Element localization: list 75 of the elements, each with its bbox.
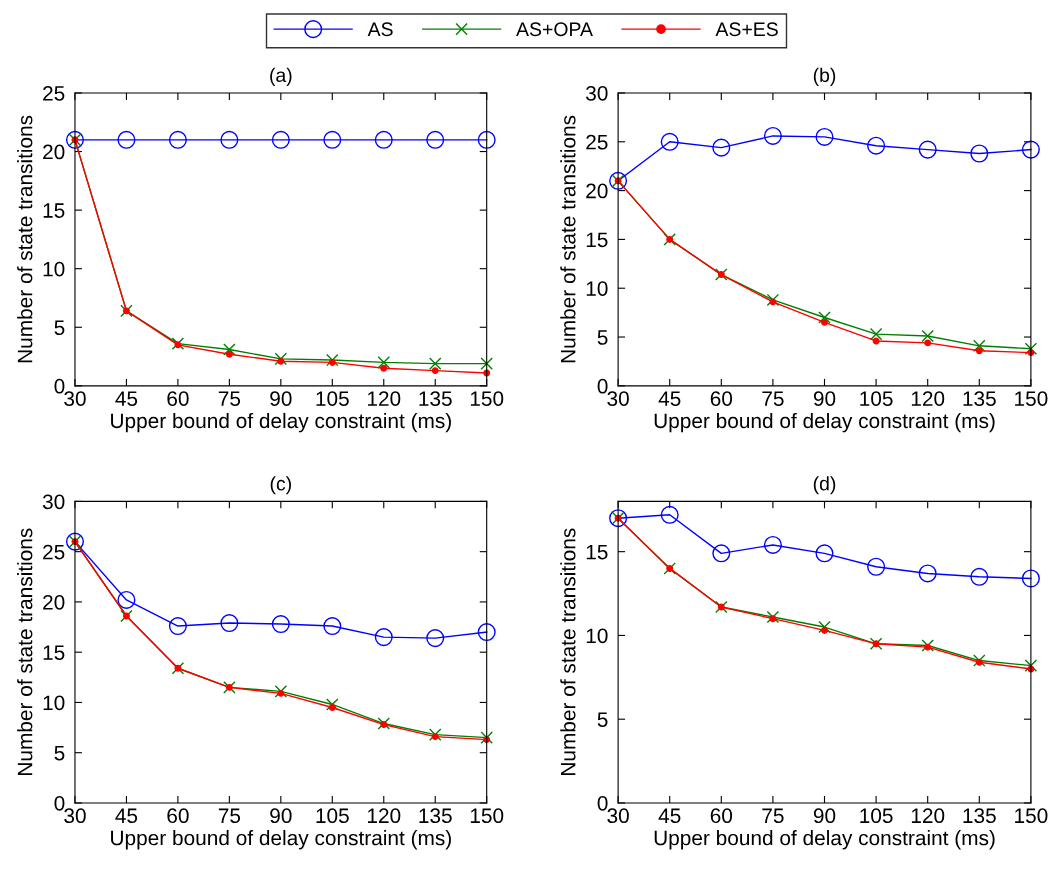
- y-tick-label: 5: [54, 745, 65, 761]
- y-axis-title: Number of state transitions: [560, 528, 576, 775]
- x-tick-label: 30: [64, 391, 86, 406]
- chart-title: (a): [270, 67, 292, 86]
- y-tick-label: 25: [43, 544, 65, 560]
- x-tick-label: 135: [419, 391, 452, 406]
- y-tick-label: 30: [42, 494, 65, 510]
- y-tick-label: 15: [43, 203, 65, 218]
- legend-label: AS+ES: [715, 22, 778, 37]
- y-tick-label: 25: [43, 85, 65, 101]
- x-tick-label: 90: [270, 391, 292, 406]
- y-tick-label: 20: [43, 144, 65, 160]
- x-axis-title: Upper bound of delay constraint (ms): [111, 412, 451, 433]
- x-tick-label: 75: [762, 808, 784, 824]
- y-tick-label: 15: [43, 645, 65, 660]
- x-tick-label: 105: [316, 391, 349, 406]
- chart-title: (b): [813, 67, 836, 86]
- x-tick-label: 120: [911, 391, 945, 406]
- x-tick-label: 105: [316, 808, 349, 824]
- x-tick-label: 120: [367, 808, 401, 824]
- y-tick-label: 10: [43, 261, 65, 277]
- x-tick-label: 135: [963, 808, 996, 824]
- x-tick-label: 30: [64, 808, 86, 824]
- x-tick-label: 60: [710, 808, 733, 824]
- x-tick-label: 120: [911, 808, 945, 824]
- y-tick-label: 10: [586, 281, 608, 296]
- x-tick-label: 75: [762, 391, 784, 406]
- y-tick-label: 30: [586, 85, 608, 101]
- x-tick-label: 30: [607, 391, 629, 406]
- legend-label: AS: [367, 22, 393, 37]
- chart-title: (c): [270, 476, 291, 495]
- chart-title: (d): [813, 476, 836, 495]
- x-tick-label: 60: [167, 808, 189, 824]
- x-tick-label: 105: [860, 808, 893, 824]
- y-tick-label: 5: [597, 712, 608, 727]
- x-tick-label: 30: [607, 808, 629, 824]
- x-axis-title: Upper bound of delay constraint (ms): [654, 412, 995, 433]
- y-tick-label: 10: [586, 628, 608, 644]
- x-tick-label: 75: [218, 808, 241, 824]
- y-axis-title: Number of state transitions: [17, 528, 33, 775]
- y-tick-label: 5: [54, 320, 65, 336]
- x-tick-label: 150: [470, 391, 504, 406]
- x-tick-label: 90: [813, 391, 836, 406]
- x-tick-label: 135: [419, 808, 452, 824]
- x-axis-title: Upper bound of delay constraint (ms): [654, 830, 995, 850]
- y-tick-label: 0: [54, 795, 65, 811]
- x-tick-label: 60: [167, 391, 189, 406]
- x-tick-label: 120: [367, 391, 401, 406]
- x-tick-label: 90: [270, 808, 292, 824]
- y-tick-label: 0: [54, 378, 65, 394]
- x-tick-label: 45: [115, 391, 138, 406]
- y-tick-label: 10: [43, 695, 65, 711]
- y-tick-label: 20: [586, 183, 608, 199]
- x-tick-label: 150: [1015, 391, 1048, 406]
- y-axis-title: Number of state transitions: [560, 115, 576, 363]
- y-tick-label: 25: [586, 134, 608, 150]
- x-tick-label: 60: [710, 391, 733, 406]
- x-tick-label: 45: [115, 808, 138, 824]
- y-tick-label: 0: [597, 378, 608, 394]
- x-tick-label: 105: [860, 391, 893, 406]
- y-axis-title: Number of state transitions: [17, 115, 33, 363]
- x-tick-label: 90: [813, 808, 836, 824]
- x-axis-title: Upper bound of delay constraint (ms): [111, 830, 451, 850]
- x-tick-label: 150: [470, 808, 504, 824]
- x-tick-label: 135: [963, 391, 996, 406]
- y-tick-label: 0: [597, 795, 608, 811]
- x-tick-label: 45: [658, 808, 681, 824]
- x-tick-label: 150: [1015, 808, 1048, 824]
- y-tick-label: 5: [597, 330, 608, 345]
- y-tick-label: 15: [586, 232, 608, 248]
- legend-label: AS+OPA: [516, 22, 593, 37]
- x-tick-label: 75: [218, 391, 241, 406]
- x-tick-label: 45: [658, 391, 681, 406]
- y-tick-label: 20: [43, 594, 65, 610]
- y-tick-label: 15: [586, 544, 608, 560]
